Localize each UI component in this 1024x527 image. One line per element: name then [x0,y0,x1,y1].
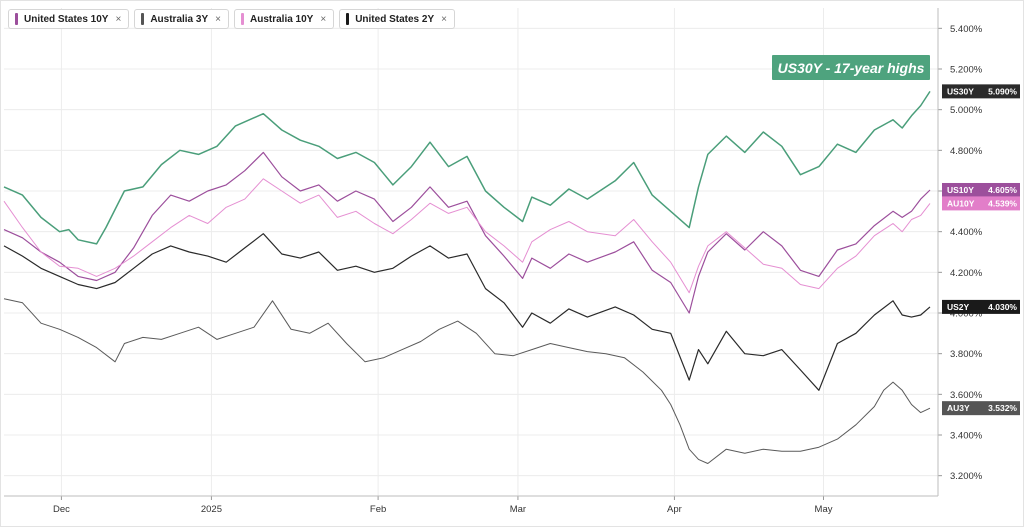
legend-label: United States 10Y [24,13,109,25]
axis-layer: 5.400%5.200%5.000%4.800%4.600%4.400%4.20… [4,8,983,515]
badge-au3y: AU3Y 3.532% [942,401,1020,416]
y-tick-label: 3.600% [950,390,983,401]
close-icon[interactable]: × [115,13,122,25]
legend-label: Australia 10Y [249,13,314,25]
badge-bg [942,401,1020,416]
y-tick-label: 3.400% [950,431,983,442]
badge-value: 3.532% [988,403,1017,413]
badge-bg [942,196,1020,211]
series-line-au10y [3,178,931,294]
close-icon[interactable]: × [320,13,327,25]
badge-layer: US30Y 5.090%US10Y 4.605%AU10Y 4.539%US2Y 4.0… [942,84,1020,416]
badge-name: US30Y [947,86,974,96]
x-tick-label: 2025 [201,504,222,515]
legend-label: United States 2Y [355,13,435,25]
badge-us30y: US30Y 5.090% [942,84,1020,99]
y-tick-label: 5.000% [950,105,983,116]
badge-value: 4.539% [988,198,1017,208]
badge-name: US2Y [947,302,970,312]
badge-name: AU10Y [947,198,975,208]
legend-label: Australia 3Y [150,13,209,25]
x-tick-label: Apr [667,504,682,515]
legend: United States 10Y × Australia 3Y × Austr… [8,9,455,29]
legend-swatch [15,13,18,25]
annotation-callout: US30Y - 17-year highs [772,55,930,80]
y-tick-label: 4.000% [950,309,983,320]
legend-item-us2y[interactable]: United States 2Y × [339,9,455,29]
legend-swatch [141,13,145,25]
series-layer [3,90,931,464]
badge-us10y: US10Y 4.605% [942,182,1020,197]
y-tick-label: 3.200% [950,471,983,482]
y-tick-label: 4.200% [950,268,983,279]
x-tick-label: Feb [370,504,386,515]
badge-value: 5.090% [988,86,1017,96]
close-icon[interactable]: × [441,13,447,25]
badge-value: 4.605% [988,185,1017,195]
y-tick-label: 3.800% [950,349,983,360]
legend-swatch [346,13,350,25]
badge-au10y: AU10Y 4.539% [942,196,1020,211]
series-line-us10y [3,151,931,314]
legend-item-au3y[interactable]: Australia 3Y × [134,9,229,29]
y-tick-label: 5.400% [950,24,983,35]
badge-name: AU3Y [947,403,970,413]
y-tick-label: 4.800% [950,146,983,157]
badge-bg [942,84,1020,99]
badge-us2y: US2Y 4.030% [942,299,1020,314]
legend-item-us10y[interactable]: United States 10Y × [8,9,130,29]
series-line-us2y [3,233,931,391]
legend-swatch [240,13,244,25]
legend-item-au10y[interactable]: Australia 10Y × [233,9,335,29]
y-tick-label: 4.400% [950,227,983,238]
x-tick-label: Dec [53,504,70,515]
close-icon[interactable]: × [215,13,221,25]
badge-value: 4.030% [988,302,1017,312]
badge-bg [942,182,1020,197]
y-tick-label: 5.200% [950,65,983,76]
x-tick-label: Mar [510,504,526,515]
badge-bg [942,299,1020,314]
series-line-au3y [3,298,931,464]
x-tick-label: May [815,504,833,515]
series-line-us30y [3,90,931,245]
badge-name: US10Y [947,185,974,195]
